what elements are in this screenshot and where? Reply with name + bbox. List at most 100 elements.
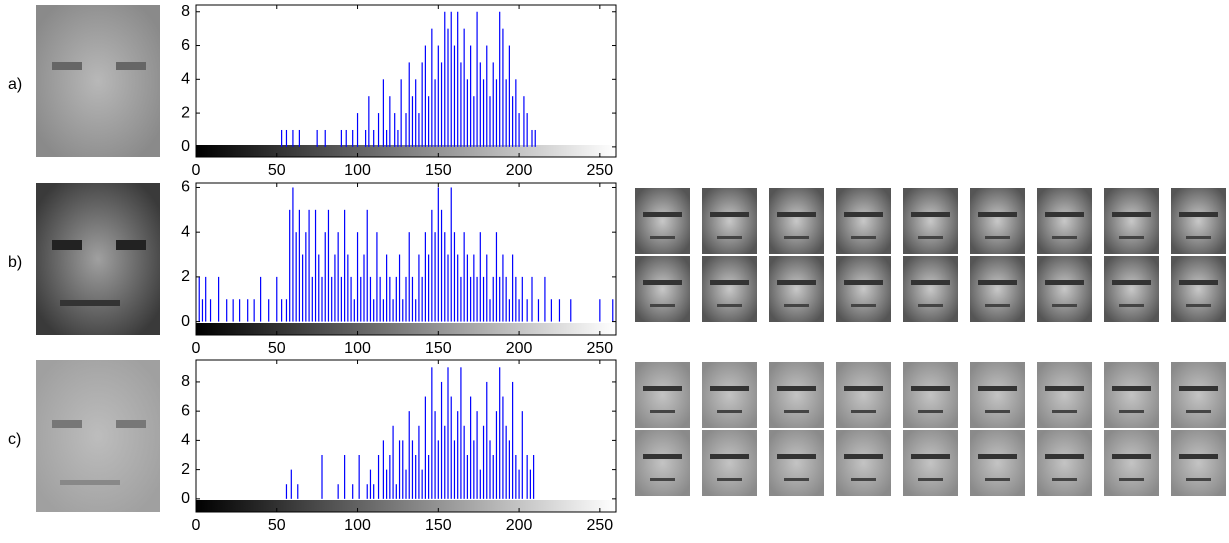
bar [395,276,397,322]
face-thumb [702,188,757,254]
face-thumb [970,256,1025,322]
eyes [710,212,749,217]
eyes [1045,454,1084,459]
mouth [918,410,943,413]
face-thumb [1037,188,1092,254]
bar [368,96,370,147]
bar [450,11,452,147]
bar [408,411,410,499]
bar [297,484,299,499]
bar [502,28,504,147]
bar [302,254,304,322]
bar [337,232,339,322]
bar [470,396,472,499]
eyes [844,386,883,391]
face-thumb [1104,430,1159,496]
bar [389,455,391,499]
bar [316,129,318,147]
x-tick-label: 250 [586,162,613,179]
eye [116,420,146,428]
bar [505,425,507,499]
y-tick-label: 8 [181,3,190,20]
bar [397,129,399,147]
face-thumb [836,256,891,322]
bar [558,299,561,322]
x-tick-label: 150 [425,517,452,534]
mouth [1119,304,1144,307]
mouth [1186,236,1211,239]
bar [360,276,362,322]
bar [198,276,200,322]
bar [437,45,439,147]
mouth [851,304,876,307]
bars [198,187,614,322]
face-thumb [1171,362,1226,428]
x-tick-label: 200 [506,517,533,534]
bar [421,276,423,322]
bar [402,440,404,499]
bar [495,79,498,147]
mouth [918,236,943,239]
bar [502,396,504,499]
bar [492,62,494,147]
bar [473,440,475,499]
x-tick-label: 0 [192,340,201,357]
bar [526,299,528,322]
face-thumb [836,188,891,254]
bar [373,299,375,322]
mouth [1052,304,1077,307]
bar [356,113,359,147]
face-thumb [635,256,690,322]
bar [308,209,310,322]
bar [394,113,396,147]
face-thumb [903,430,958,496]
eye [52,420,82,428]
bar [365,129,367,147]
eyes [777,386,816,391]
x-tick-label: 0 [192,162,201,179]
bar [486,45,488,147]
bar [457,411,459,499]
bar [405,276,407,322]
bar [447,367,449,499]
axes-box [195,182,617,336]
eyes [1112,212,1151,217]
bar [434,79,436,147]
bar [495,411,498,499]
y-tick-label: 2 [181,104,190,121]
bar [505,276,507,322]
x-tick-label: 150 [425,162,452,179]
bar [415,299,417,322]
face-thumb [836,430,891,496]
mouth [985,304,1010,307]
eye [116,62,146,70]
bar [321,455,323,499]
bar [508,440,510,499]
bar [377,455,380,499]
bar [463,232,465,322]
bar [508,299,510,322]
y-tick-label: 0 [181,138,190,155]
eyes [911,280,950,285]
face-images [36,5,1226,512]
eye [52,240,82,250]
bar [424,396,426,499]
bar [352,484,354,499]
x-tick-label: 100 [344,340,371,357]
bar [489,299,491,322]
bar [408,232,410,322]
face-thumb [1037,362,1092,428]
bar [518,469,520,499]
face-thumb [903,256,958,322]
bar [281,129,283,147]
x-tick-label: 50 [268,517,286,534]
bar [218,276,220,322]
mouth [784,236,809,239]
face-thumb [635,362,690,428]
mouth [985,236,1010,239]
mouth [918,304,943,307]
bar [612,299,614,322]
y-tick-label: 0 [181,313,190,330]
bar [382,79,384,147]
bar [344,455,346,499]
